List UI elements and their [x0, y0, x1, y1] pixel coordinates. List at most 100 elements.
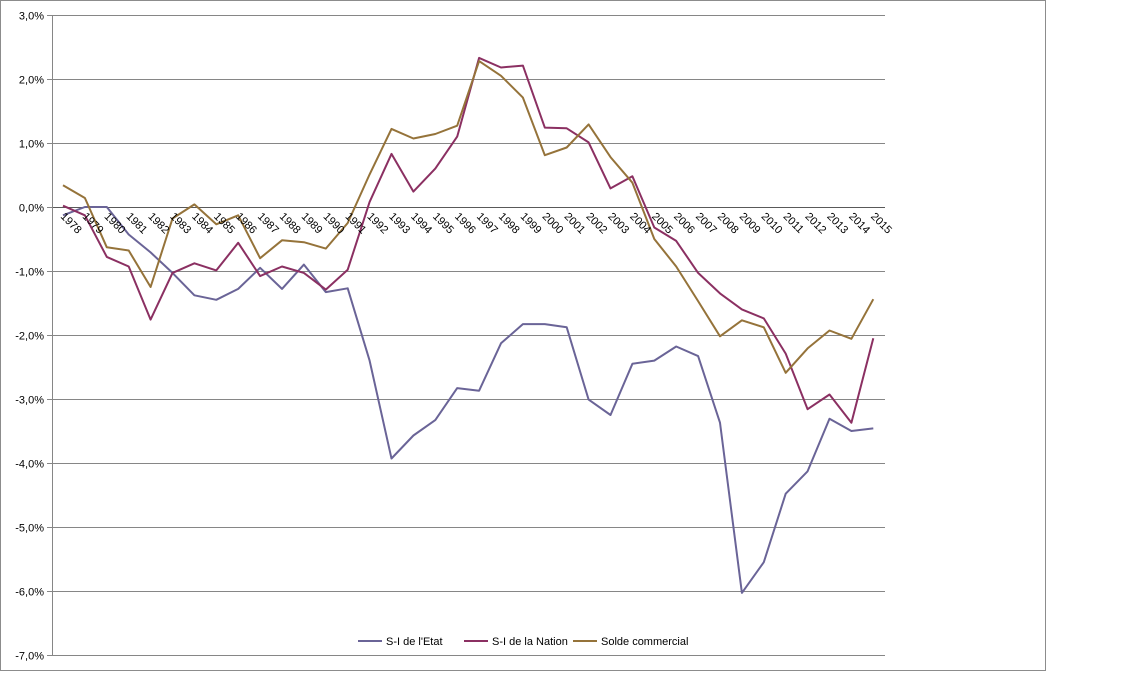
- data-point: [763, 326, 765, 328]
- data-point: [566, 326, 568, 328]
- data-point: [456, 125, 458, 127]
- data-point: [763, 561, 765, 563]
- data-point: [281, 266, 283, 268]
- y-tick-label: -4,0%: [15, 459, 44, 471]
- data-point: [588, 123, 590, 125]
- legend-label: Solde commercial: [601, 636, 688, 648]
- y-tick-label: -3,0%: [15, 395, 44, 407]
- data-point: [500, 342, 502, 344]
- y-tick-label: -2,0%: [15, 331, 44, 343]
- y-tick-label: -7,0%: [15, 651, 44, 663]
- legend-label: S-I de l'Etat: [386, 636, 443, 648]
- data-point: [566, 147, 568, 149]
- data-point: [215, 299, 217, 301]
- data-point: [84, 206, 86, 208]
- data-point: [807, 408, 809, 410]
- data-point: [850, 422, 852, 424]
- data-point: [653, 238, 655, 240]
- data-point: [478, 60, 480, 62]
- data-point: [391, 458, 393, 460]
- y-tick-label: 0,0%: [19, 203, 44, 215]
- data-point: [369, 173, 371, 175]
- data-point: [785, 353, 787, 355]
- data-point: [872, 337, 874, 339]
- legend-label: S-I de la Nation: [492, 636, 568, 648]
- data-point: [850, 338, 852, 340]
- data-point: [62, 184, 64, 186]
- data-point: [193, 203, 195, 205]
- data-point: [106, 246, 108, 248]
- data-point: [653, 360, 655, 362]
- data-point: [456, 387, 458, 389]
- data-point: [807, 470, 809, 472]
- data-point: [522, 65, 524, 67]
- data-point: [193, 294, 195, 296]
- data-point: [391, 128, 393, 130]
- data-point: [215, 269, 217, 271]
- data-point: [128, 234, 130, 236]
- data-point: [631, 182, 633, 184]
- data-point: [719, 422, 721, 424]
- data-point: [281, 288, 283, 290]
- gridlines: [47, 15, 885, 656]
- data-point: [675, 240, 677, 242]
- data-point: [697, 300, 699, 302]
- data-point: [697, 272, 699, 274]
- data-point: [763, 317, 765, 319]
- data-point: [719, 292, 721, 294]
- data-point: [675, 266, 677, 268]
- series-line: [62, 206, 874, 594]
- y-tick-label: 2,0%: [19, 75, 44, 87]
- data-point: [62, 205, 64, 207]
- data-point: [478, 390, 480, 392]
- legend: S-I de l'Etat S-I de la Nation Solde comme…: [358, 636, 688, 648]
- data-point: [829, 330, 831, 332]
- data-point: [588, 399, 590, 401]
- data-point: [675, 346, 677, 348]
- data-point: [369, 201, 371, 203]
- data-point: [281, 239, 283, 241]
- data-point: [785, 372, 787, 374]
- data-point: [610, 156, 612, 158]
- data-point: [325, 291, 327, 293]
- data-point: [412, 435, 414, 437]
- y-tick-label: 3,0%: [19, 11, 44, 23]
- data-point: [347, 287, 349, 289]
- data-point: [237, 288, 239, 290]
- data-point: [150, 319, 152, 321]
- data-point: [434, 133, 436, 135]
- data-point: [84, 197, 86, 199]
- data-point: [237, 242, 239, 244]
- y-tick-label: -5,0%: [15, 523, 44, 535]
- data-point: [128, 266, 130, 268]
- data-point: [741, 319, 743, 321]
- y-axis-tick-labels: 3,0% 2,0% 1,0% 0,0% -1,0% -2,0% -3,0% -4,0% -5,0…: [15, 11, 44, 663]
- data-point: [631, 363, 633, 365]
- data-point: [369, 360, 371, 362]
- data-point: [391, 153, 393, 155]
- data-point: [303, 264, 305, 266]
- data-point: [610, 187, 612, 189]
- series-line: [62, 56, 875, 424]
- data-point: [434, 168, 436, 170]
- data-point: [128, 250, 130, 252]
- data-point: [544, 127, 546, 129]
- data-point: [807, 347, 809, 349]
- data-point: [741, 308, 743, 310]
- y-tick-label: 1,0%: [19, 139, 44, 151]
- data-point: [500, 67, 502, 69]
- data-point: [193, 262, 195, 264]
- data-point: [325, 289, 327, 291]
- data-point: [653, 227, 655, 229]
- data-point: [544, 154, 546, 156]
- data-point: [500, 75, 502, 77]
- data-point: [610, 414, 612, 416]
- data-point: [588, 141, 590, 143]
- data-point: [697, 355, 699, 357]
- y-tick-label: -1,0%: [15, 267, 44, 279]
- data-point: [785, 493, 787, 495]
- data-point: [631, 175, 633, 177]
- data-point: [325, 248, 327, 250]
- data-point: [303, 272, 305, 274]
